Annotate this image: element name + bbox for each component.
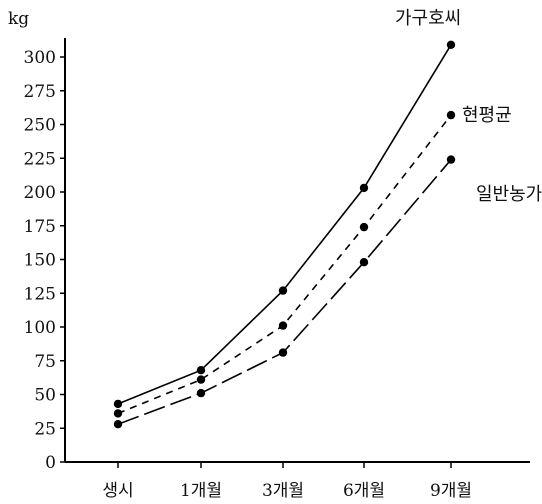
series-1: 가구호씨 [113,8,461,409]
series-label: 현평균 [462,105,512,126]
data-point [446,155,456,164]
y-ticks: 0 25 50 75 100 125 150 175 200 225 250 275 300 [24,48,65,473]
x-ticks: 생시 1개월 3개월 6개월 9개월 [102,462,472,501]
y-tick-label: 125 [24,284,56,304]
x-tick-label: 6개월 [343,481,385,501]
axes [64,38,530,463]
data-point [446,110,456,120]
y-tick-label: 225 [24,149,56,169]
y-tick-label: 50 [34,386,56,406]
data-point [359,183,369,193]
x-tick-label: 생시 [102,481,133,501]
data-point [113,409,123,418]
y-tick-label: 100 [24,318,56,338]
y-axis-unit: kg [8,9,29,29]
y-tick-label: 200 [24,183,56,203]
y-tick-label: 175 [24,217,56,237]
y-tick-label: 275 [24,82,56,102]
data-point [278,321,288,330]
series-2: 현평균 [113,105,512,418]
series-line [117,114,452,415]
y-tick-label: 250 [24,116,56,136]
x-tick-label: 1개월 [180,481,222,501]
y-tick-label: 0 [45,453,56,473]
data-point [196,366,206,375]
y-tick-label: 75 [34,352,56,372]
data-point [278,286,288,295]
series-label: 일반농가 [476,184,542,205]
data-point [196,375,206,384]
series-label: 가구호씨 [395,8,461,29]
data-point [359,258,369,267]
data-point [113,399,123,409]
data-point [278,348,288,357]
data-point [113,420,123,429]
data-point [196,388,206,398]
y-tick-label: 300 [24,48,56,68]
y-tick-label: 25 [34,419,56,439]
data-point [446,40,456,49]
x-tick-label: 3개월 [262,481,304,501]
data-point [359,222,369,232]
x-tick-label: 9개월 [430,481,472,501]
series-3: 일반농가 [113,155,542,429]
y-tick-label: 150 [24,251,56,271]
